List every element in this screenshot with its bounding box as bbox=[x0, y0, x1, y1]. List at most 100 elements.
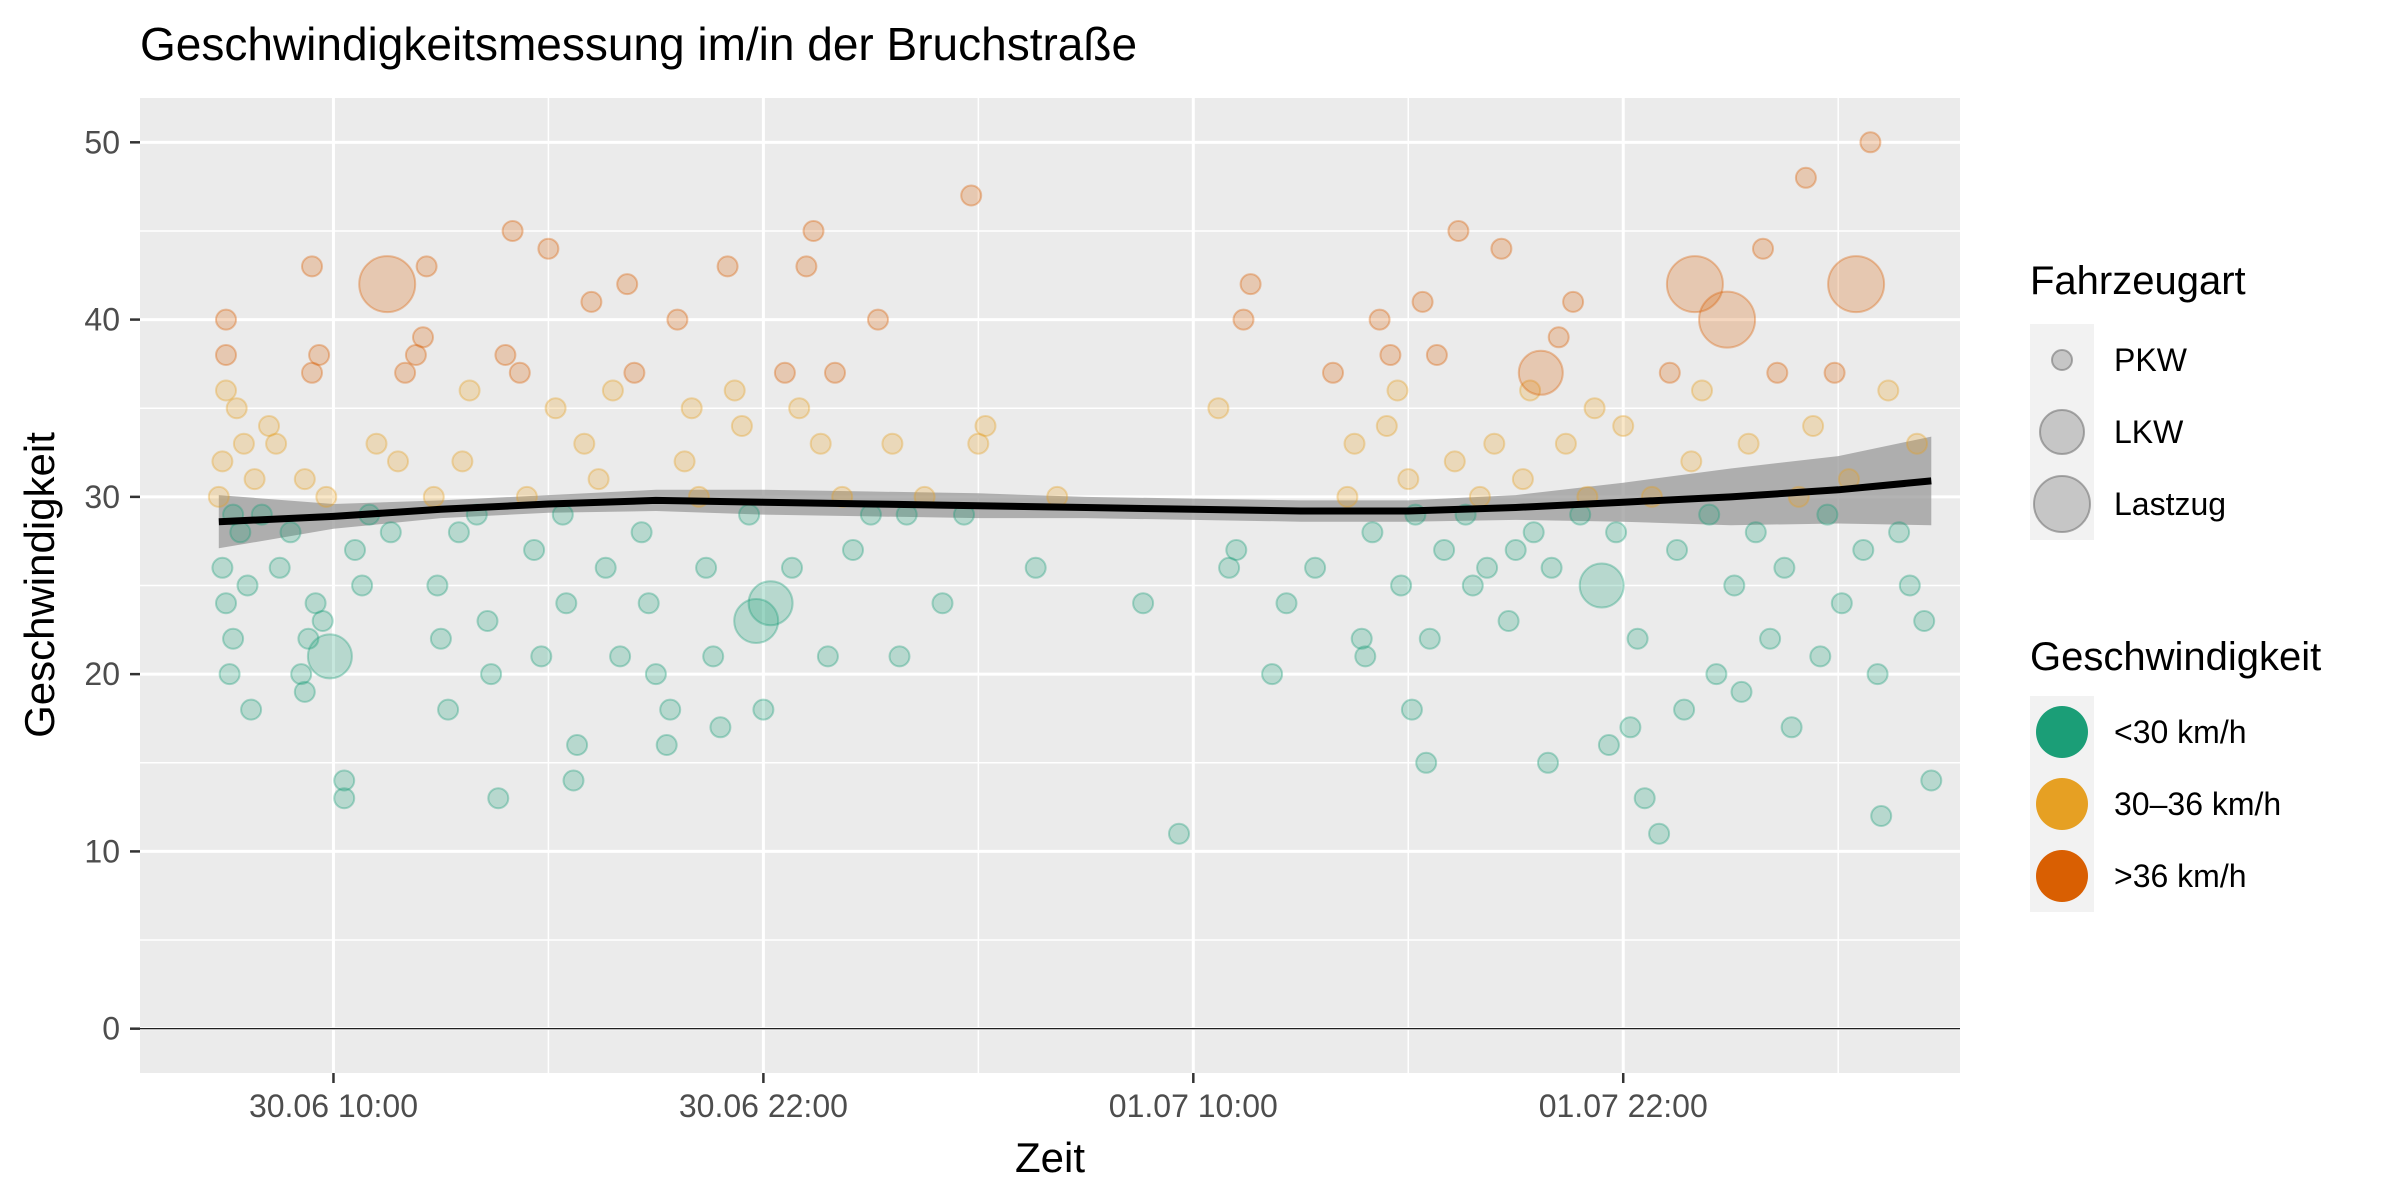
color-legend-label: 30–36 km/h bbox=[2114, 786, 2281, 822]
data-point bbox=[1705, 663, 1728, 686]
data-point bbox=[1658, 361, 1681, 384]
data-point bbox=[781, 556, 803, 579]
data-point bbox=[1343, 432, 1366, 455]
data-point bbox=[1361, 521, 1384, 544]
trend-curve bbox=[218, 477, 1932, 526]
data-point bbox=[623, 361, 646, 384]
data-point bbox=[587, 468, 610, 491]
data-point bbox=[232, 432, 255, 455]
size-legend-symbol bbox=[2033, 475, 2091, 533]
data-point bbox=[659, 698, 682, 721]
data-point bbox=[1673, 698, 1696, 721]
data-point bbox=[344, 539, 366, 561]
data-point bbox=[301, 255, 323, 278]
y-axis-title: Geschwindigkeit bbox=[16, 432, 63, 738]
data-point bbox=[211, 450, 234, 473]
data-point bbox=[695, 556, 718, 579]
data-point bbox=[351, 574, 374, 597]
data-point bbox=[1476, 556, 1499, 579]
data-point bbox=[594, 556, 617, 579]
data-point bbox=[1597, 734, 1620, 756]
data-point bbox=[1665, 255, 1724, 314]
data-point bbox=[240, 698, 263, 721]
x-tick-label: 01.07 22:00 bbox=[1539, 1088, 1708, 1124]
size-legend-label: PKW bbox=[2114, 342, 2188, 378]
data-point bbox=[1497, 610, 1520, 632]
data-point bbox=[265, 432, 288, 455]
data-point bbox=[429, 627, 452, 650]
data-point bbox=[268, 556, 291, 579]
confidence-band bbox=[218, 436, 1932, 549]
data-point bbox=[394, 361, 417, 384]
data-point bbox=[293, 468, 316, 491]
data-point bbox=[1461, 574, 1484, 597]
data-point bbox=[1680, 450, 1703, 473]
data-point bbox=[1823, 361, 1846, 384]
data-point bbox=[974, 415, 997, 437]
data-point bbox=[1024, 556, 1047, 579]
data-point bbox=[437, 698, 460, 721]
data-point bbox=[207, 485, 230, 508]
data-point bbox=[1504, 539, 1527, 561]
data-point bbox=[1773, 556, 1796, 579]
legend: Fahrzeugart Geschwindigkeit PKW LKW Lastzu… bbox=[2030, 259, 2321, 912]
data-point bbox=[243, 468, 266, 491]
data-point bbox=[1816, 503, 1839, 526]
size-legend-symbol bbox=[2039, 409, 2085, 455]
data-point bbox=[1547, 326, 1570, 349]
data-point bbox=[816, 645, 839, 668]
data-point bbox=[702, 645, 725, 668]
data-point bbox=[752, 698, 775, 721]
data-point bbox=[297, 627, 320, 650]
data-point bbox=[236, 574, 259, 597]
data-point bbox=[637, 592, 660, 615]
data-point bbox=[1866, 663, 1889, 686]
data-point bbox=[1888, 521, 1911, 544]
data-point bbox=[1540, 556, 1563, 579]
trend-line bbox=[218, 477, 1932, 526]
data-point bbox=[1447, 220, 1470, 242]
y-tick-label: 0 bbox=[102, 1011, 120, 1047]
data-point bbox=[422, 485, 445, 508]
data-point bbox=[523, 539, 546, 561]
x-tick-label: 01.07 10:00 bbox=[1109, 1088, 1278, 1124]
data-point bbox=[1168, 822, 1190, 845]
data-point bbox=[1870, 805, 1893, 827]
data-point bbox=[881, 432, 904, 455]
data-point bbox=[562, 769, 585, 792]
size-legend-title: Fahrzeugart bbox=[2030, 259, 2246, 303]
data-point bbox=[960, 184, 983, 207]
data-point bbox=[487, 787, 510, 810]
data-point bbox=[1612, 415, 1635, 437]
data-point bbox=[842, 539, 864, 561]
data-point bbox=[412, 326, 434, 349]
data-point bbox=[1737, 432, 1760, 455]
data-point bbox=[1336, 485, 1359, 508]
data-point bbox=[1830, 592, 1853, 615]
data-point bbox=[306, 633, 353, 680]
data-point bbox=[601, 379, 624, 402]
data-point bbox=[1698, 503, 1721, 526]
data-point bbox=[1354, 645, 1377, 668]
data-point bbox=[308, 344, 331, 366]
data-point bbox=[225, 397, 248, 420]
data-point bbox=[1578, 562, 1625, 609]
data-point bbox=[1809, 645, 1832, 668]
y-tick-label: 50 bbox=[84, 124, 120, 160]
data-point bbox=[1411, 290, 1434, 313]
data-point bbox=[680, 397, 703, 420]
data-point bbox=[1859, 131, 1882, 154]
data-point bbox=[1375, 415, 1398, 437]
data-point bbox=[1207, 397, 1230, 420]
data-point bbox=[1619, 716, 1642, 739]
data-point bbox=[733, 598, 780, 644]
data-point bbox=[215, 592, 237, 615]
data-point bbox=[1218, 556, 1241, 579]
data-point bbox=[1648, 822, 1671, 845]
data-point bbox=[655, 734, 678, 756]
data-point bbox=[544, 397, 567, 420]
data-point bbox=[580, 290, 603, 313]
y-tick-label: 30 bbox=[84, 479, 120, 515]
data-point bbox=[1443, 450, 1466, 473]
data-point bbox=[365, 432, 388, 455]
